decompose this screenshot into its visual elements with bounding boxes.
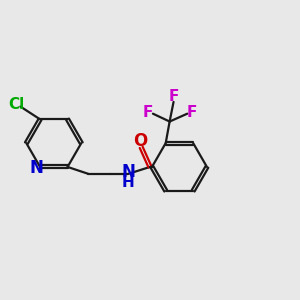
Text: F: F	[168, 88, 179, 104]
Text: F: F	[143, 105, 153, 120]
Text: H: H	[122, 175, 135, 190]
Text: F: F	[187, 105, 197, 120]
Text: Cl: Cl	[8, 97, 25, 112]
Text: N: N	[122, 163, 135, 181]
Text: N: N	[29, 159, 43, 177]
Text: O: O	[133, 132, 147, 150]
